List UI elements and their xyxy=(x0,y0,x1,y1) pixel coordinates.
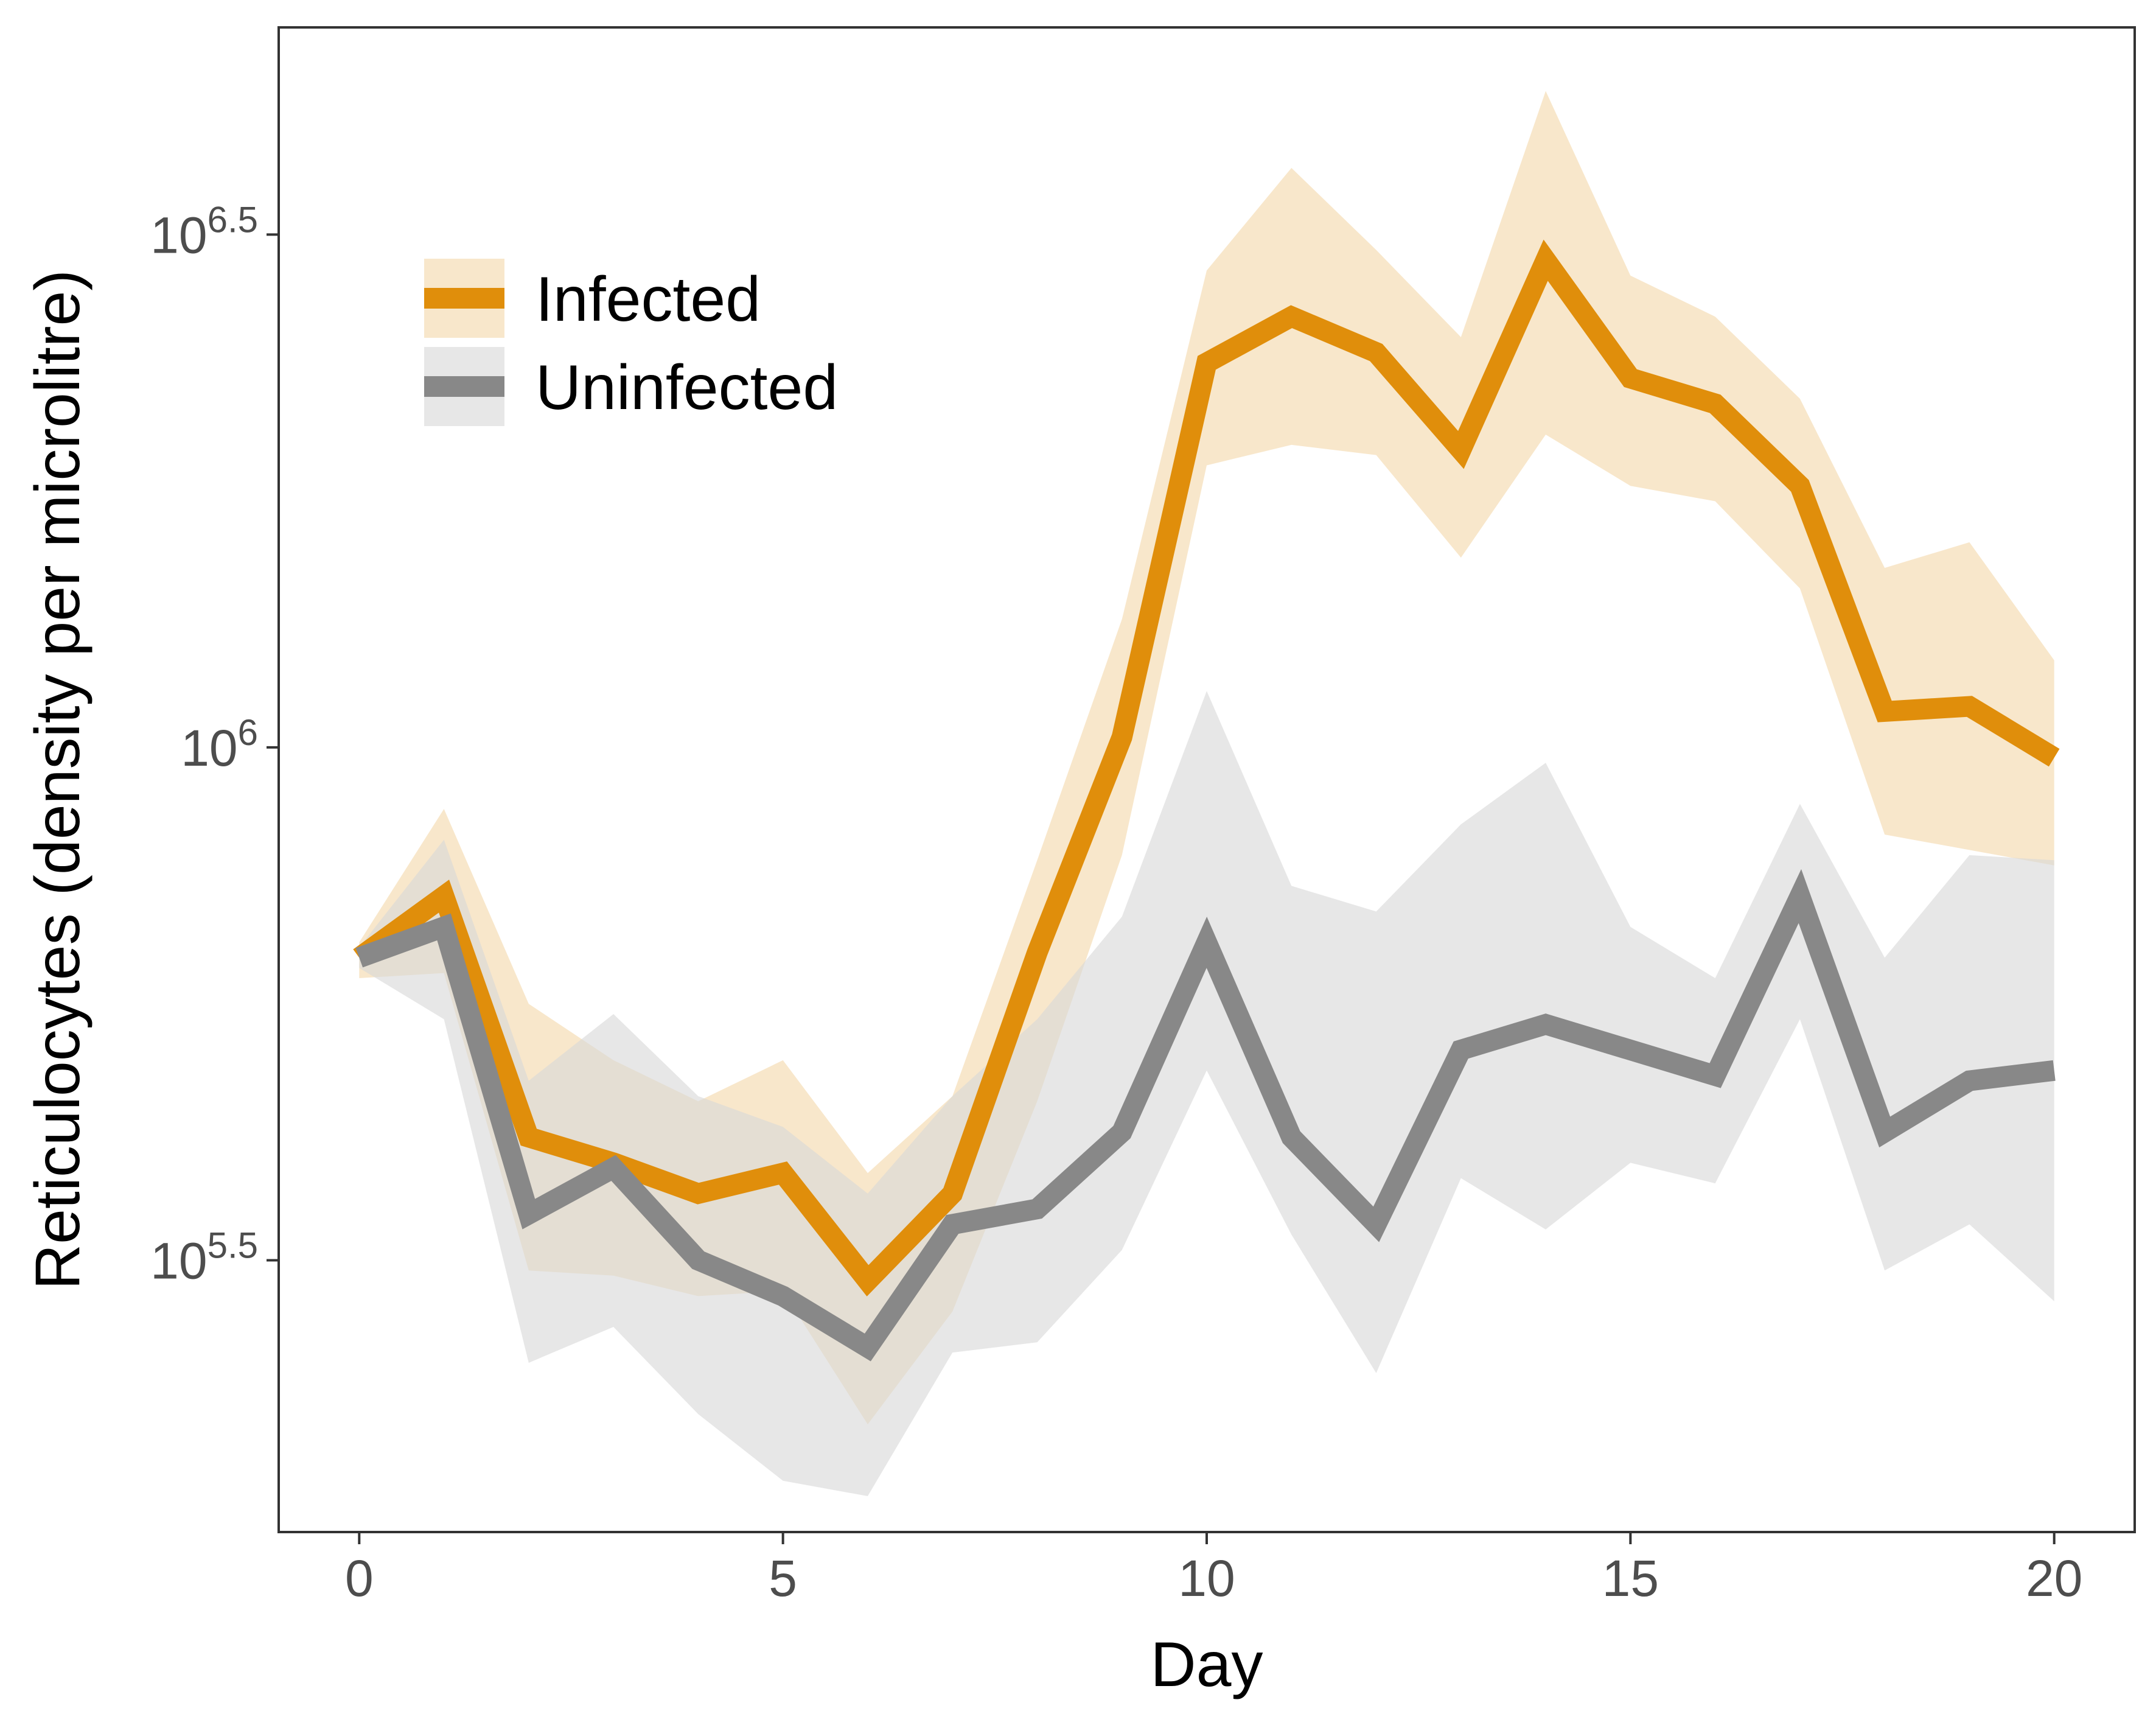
y-tick-label: 106.5 xyxy=(150,199,258,264)
ribbon-infected xyxy=(359,91,2054,1425)
y-tick-label: 105.5 xyxy=(150,1225,258,1289)
x-tick-label: 10 xyxy=(1178,1550,1235,1607)
x-tick-label: 15 xyxy=(1602,1550,1659,1607)
x-tick-label: 20 xyxy=(2026,1550,2082,1607)
x-tick-label: 5 xyxy=(769,1550,797,1607)
x-tick-label: 0 xyxy=(345,1550,374,1607)
legend: Infected Uninfected xyxy=(424,259,838,426)
y-axis-title: Reticulocytes (density per microlitre) xyxy=(23,270,93,1290)
legend-label: Infected xyxy=(536,264,761,335)
legend-item-infected: Infected xyxy=(424,259,761,338)
legend-item-uninfected: Uninfected xyxy=(424,347,838,426)
x-axis-title: Day xyxy=(1151,1629,1263,1700)
y-axis: 105.5 106 106.5 xyxy=(150,199,279,1289)
series-lines xyxy=(353,239,2060,1362)
x-axis: 0 5 10 15 20 xyxy=(345,1532,2082,1607)
line-infected xyxy=(353,239,2060,1296)
line-uninfected xyxy=(355,869,2056,1362)
legend-label: Uninfected xyxy=(536,352,838,423)
y-tick-label: 106 xyxy=(181,712,258,777)
